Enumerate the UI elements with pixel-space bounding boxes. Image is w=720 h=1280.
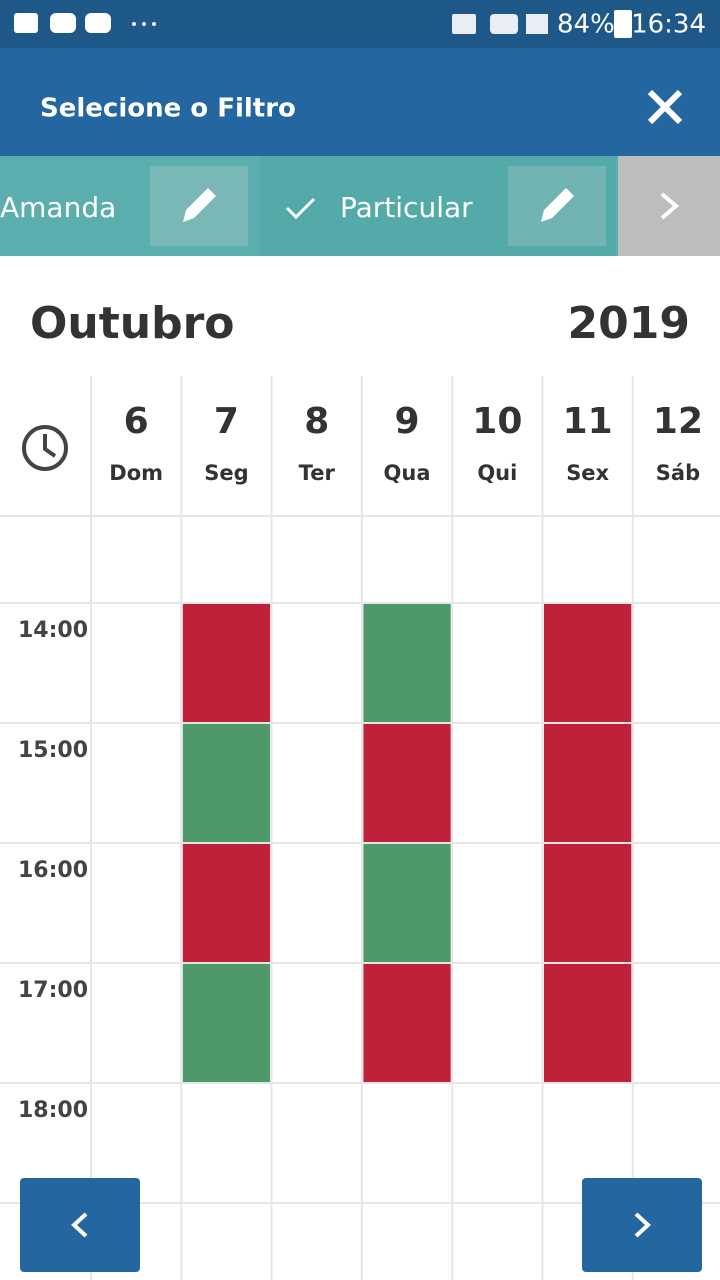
day-name: Qui (477, 461, 517, 485)
slot[interactable] (544, 964, 632, 1082)
next-week[interactable] (582, 1178, 702, 1272)
time-label: 17:00 (18, 978, 88, 1003)
day-number: 10 (472, 401, 522, 442)
slot[interactable] (182, 844, 271, 962)
filter-label: Amanda (0, 191, 116, 224)
slot[interactable] (182, 724, 271, 842)
pencil-icon (541, 188, 574, 222)
check-icon (285, 197, 316, 220)
next-filter[interactable] (618, 156, 720, 256)
filter-label: Particular (340, 191, 473, 224)
slot[interactable] (363, 844, 451, 962)
slot[interactable] (363, 724, 451, 842)
time-label: 16:00 (18, 858, 88, 883)
time-label: 18:00 (18, 1098, 88, 1123)
header (0, 48, 720, 156)
status-icons (14, 10, 632, 38)
slot[interactable] (363, 964, 451, 1082)
time-label: 14:00 (18, 618, 88, 643)
clock: 16:34 (631, 10, 706, 40)
day-number: 9 (395, 401, 420, 442)
day-number: 6 (124, 401, 149, 442)
day-number: 12 (653, 401, 703, 442)
day-name: Ter (299, 461, 336, 485)
slot[interactable] (182, 964, 271, 1082)
chevron (634, 1212, 651, 1238)
chevron (660, 192, 680, 220)
battery: 84% (557, 10, 615, 40)
slot[interactable] (182, 604, 271, 722)
slot[interactable] (363, 604, 451, 722)
slot[interactable] (544, 604, 632, 722)
time-label: 15:00 (18, 738, 88, 763)
slot[interactable] (544, 724, 632, 842)
pencil-icon (183, 188, 216, 222)
day-number: 7 (214, 401, 239, 442)
clock-icon (22, 425, 68, 471)
month: Outubro (30, 298, 235, 349)
day-name: Sex (566, 461, 609, 485)
chevron (71, 1212, 88, 1238)
day-number: 8 (304, 401, 329, 442)
header-title: Selecione o Filtro (40, 94, 296, 124)
year: 2019 (568, 298, 690, 349)
slot[interactable] (544, 844, 632, 962)
day-number: 11 (563, 401, 613, 442)
day-name: Qua (384, 461, 431, 485)
status-bar (0, 0, 720, 48)
day-name: Seg (204, 461, 248, 485)
day-name: Sáb (656, 461, 700, 485)
close-button[interactable] (647, 89, 683, 125)
day-name: Dom (109, 461, 163, 485)
prev-week[interactable] (20, 1178, 140, 1272)
